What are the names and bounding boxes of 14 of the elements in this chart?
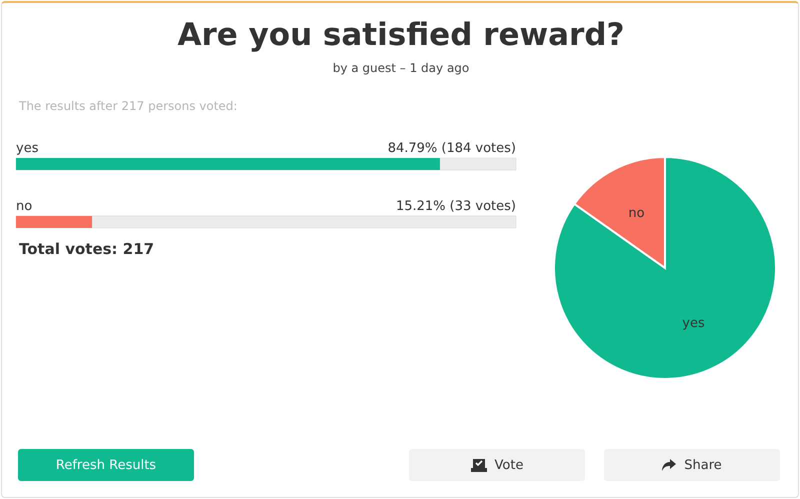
slice-label: yes bbox=[682, 316, 705, 332]
data-label: 84.79% (184 votes) bbox=[388, 141, 516, 156]
text: Total votes: 217 bbox=[19, 240, 154, 258]
share-button: Share bbox=[604, 449, 780, 481]
category-label: no bbox=[16, 198, 32, 214]
slice-label: no bbox=[628, 206, 645, 221]
refresh-results-button: Refresh Results bbox=[18, 449, 194, 481]
chart-subtitle: by a guest – 1 day ago bbox=[332, 61, 470, 75]
chart-title: Are you satisfied reward? bbox=[176, 17, 626, 53]
pie-slice bbox=[553, 156, 777, 380]
data-label: 15.21% (33 votes) bbox=[396, 198, 516, 214]
text: The results after 217 persons voted: bbox=[19, 99, 238, 113]
vote-button: Vote bbox=[409, 449, 585, 481]
category-label: yes bbox=[16, 141, 38, 156]
